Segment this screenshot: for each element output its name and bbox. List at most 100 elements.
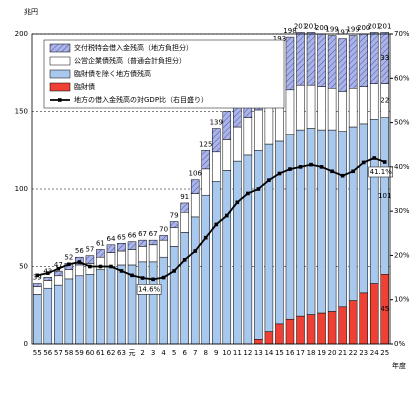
x-tick-label: 55 [33, 349, 42, 357]
bar-segment [159, 235, 168, 241]
bar-segment [148, 239, 158, 246]
bar-segment [306, 84, 316, 129]
total-label: 66 [128, 232, 137, 240]
bar-segment [180, 202, 189, 213]
plot-frame [31, 33, 391, 345]
total-label: 67 [138, 230, 147, 238]
bar-segment [33, 294, 42, 345]
bar-segment [127, 241, 137, 250]
x-tick-label: 60 [85, 349, 94, 357]
line-marker [67, 262, 71, 267]
total-label: 61 [96, 239, 105, 247]
bar-segment [33, 286, 42, 295]
bar-segment [106, 244, 116, 253]
total-label: 67 [149, 230, 158, 238]
line-marker [45, 271, 50, 275]
bar-segment [296, 315, 305, 345]
bar-segment [43, 280, 53, 289]
bar-segment [369, 283, 379, 345]
x-tick-label: 2 [140, 349, 144, 357]
bar-segment [327, 311, 337, 345]
bar-segment [64, 269, 74, 280]
x-tick-label: 18 [307, 349, 316, 357]
bar-segment [85, 274, 95, 345]
bar-segment [233, 126, 242, 162]
total-label: 139 [210, 119, 223, 127]
bar-segment [317, 33, 326, 87]
legend-swatch [49, 82, 71, 92]
total-label: 193 [273, 35, 286, 43]
bar-segment [338, 131, 347, 308]
bar-segment [306, 128, 316, 315]
line-marker [309, 162, 313, 167]
y2-tick-label: 30% [394, 207, 410, 215]
total-label: 64 [107, 235, 116, 243]
line-marker [361, 160, 366, 165]
x-tick-label: 4 [161, 349, 166, 357]
total-label: 125 [199, 140, 212, 148]
bar-segment [296, 32, 305, 86]
total-label: 199 [325, 26, 338, 34]
bar-segment [275, 140, 284, 325]
x-tick-label: 23 [359, 349, 368, 357]
total-label: 201 [304, 22, 317, 30]
line-label: 14.6% [138, 285, 161, 293]
bar-segment [54, 270, 63, 277]
y-tick-label: 150 [15, 108, 28, 116]
x-tick-label: 6 [182, 349, 187, 357]
line [37, 157, 386, 281]
bar-segment [348, 126, 358, 301]
total-label: 201 [294, 22, 307, 30]
bar-segment [212, 181, 221, 345]
y2-tick-label: 10% [394, 296, 410, 304]
x-tick-label: 12 [243, 349, 252, 357]
bar-segment [264, 101, 274, 145]
y2-tick-label: 70% [394, 30, 410, 38]
x-tick-label: 24 [370, 349, 379, 357]
x-tick-label: 21 [338, 349, 347, 357]
x-tick-label: 15 [275, 349, 284, 357]
bar-segment [106, 266, 116, 345]
bar-segment [169, 227, 179, 247]
bar-segment [33, 283, 42, 287]
bar-segment [285, 318, 295, 345]
line-marker [203, 235, 208, 240]
x-tick-label: 13 [254, 349, 263, 357]
x-tick-label: 9 [214, 349, 218, 357]
bar-segment [96, 249, 105, 258]
total-label: 65 [117, 233, 126, 241]
bar-segment [117, 264, 126, 345]
bar-segment [222, 139, 232, 171]
total-label: 199 [346, 26, 359, 34]
segment-label: 45 [380, 305, 389, 313]
line-marker [319, 165, 324, 169]
bar-segment [212, 151, 221, 182]
bar-segment [254, 150, 263, 340]
legend-swatch [49, 69, 71, 79]
y-axis-label: 兆円 [24, 7, 38, 16]
line-marker [161, 275, 166, 280]
total-label: 52 [64, 253, 73, 261]
line-marker [267, 178, 271, 182]
bar-segment [75, 275, 84, 345]
line-marker [372, 156, 377, 160]
line-marker [119, 269, 124, 273]
line-marker [277, 171, 282, 176]
y2-tick-label: 50% [394, 119, 410, 127]
total-label: 201 [378, 22, 391, 30]
line-marker [246, 191, 250, 196]
bar-segment [348, 35, 358, 89]
bar-segment [64, 278, 74, 345]
bar-segment [317, 86, 326, 131]
bar-segment [264, 143, 274, 332]
line-marker [140, 276, 145, 280]
bar-segment [243, 154, 253, 345]
legend-label: 地方の借入金残高の対GDP比（右目盛り） [74, 95, 208, 104]
line-marker [340, 173, 345, 178]
x-tick-label: 61 [96, 349, 105, 357]
bar-segment [359, 86, 368, 125]
segment-label: 101 [378, 192, 391, 200]
x-tick-label: 3 [151, 349, 155, 357]
x-tick-label: 57 [54, 349, 63, 357]
x-tick-label: 10 [222, 349, 231, 357]
